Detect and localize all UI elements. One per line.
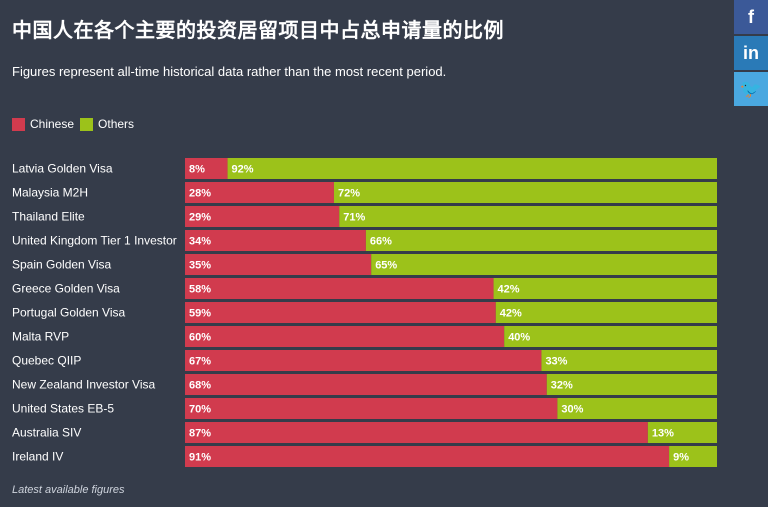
bar-others-thailand-elite [339, 206, 717, 227]
data-label-others-australia-siv: 13% [652, 428, 674, 440]
footnote: Latest available figures [12, 484, 125, 496]
bar-others-malaysia-m2h [333, 182, 717, 203]
data-label-chinese-spain-golden-visa: 35% [189, 260, 211, 272]
data-label-chinese-united-kingdom-tier-1-investor: 34% [189, 236, 211, 248]
category-label-australia-siv: Australia SIV [12, 426, 81, 440]
legend-item-chinese: Chinese [12, 117, 74, 131]
data-label-chinese-latvia-golden-visa: 8% [189, 164, 205, 176]
bar-others-portugal-golden-visa [495, 302, 717, 323]
data-label-others-malta-rvp: 40% [508, 332, 530, 344]
category-label-malta-rvp: Malta RVP [12, 330, 69, 344]
data-label-chinese-malaysia-m2h: 28% [189, 188, 211, 200]
bar-chinese-new-zealand-investor-visa [185, 374, 547, 395]
facebook-icon: f [748, 6, 754, 27]
data-label-others-ireland-iv: 9% [673, 452, 689, 464]
data-label-chinese-ireland-iv: 91% [189, 452, 211, 464]
legend-swatch-chinese [12, 117, 25, 131]
category-label-new-zealand-investor-visa: New Zealand Investor Visa [12, 378, 156, 392]
chart-subtitle: Figures represent all-time historical da… [12, 64, 447, 79]
bar-chinese-spain-golden-visa [185, 254, 372, 275]
legend-swatch-others [80, 117, 94, 131]
data-label-chinese-new-zealand-investor-visa: 68% [189, 380, 211, 392]
legend-item-others: Others [80, 117, 134, 131]
social-share-bar: f in 🐦 [734, 0, 768, 108]
category-label-quebec-qiip: Quebec QIIP [12, 354, 81, 368]
bar-chinese-malaysia-m2h [185, 182, 334, 203]
data-label-chinese-united-states-eb-5: 70% [189, 404, 211, 416]
category-label-thailand-elite: Thailand Elite [12, 210, 85, 224]
chart-legend: Chinese Others [12, 117, 140, 131]
data-label-chinese-greece-golden-visa: 58% [189, 284, 211, 296]
bar-others-new-zealand-investor-visa [546, 374, 717, 395]
bar-others-malta-rvp [504, 326, 717, 347]
linkedin-icon: in [743, 42, 759, 63]
bar-chinese-latvia-golden-visa [185, 158, 228, 179]
category-label-united-kingdom-tier-1-investor: United Kingdom Tier 1 Investor [12, 234, 177, 248]
category-label-spain-golden-visa: Spain Golden Visa [12, 258, 112, 272]
data-label-others-greece-golden-visa: 42% [498, 284, 520, 296]
bar-chinese-malta-rvp [185, 326, 505, 347]
chart-title: 中国人在各个主要的投资居留项目中占总申请量的比例 [12, 18, 504, 42]
bar-chinese-quebec-qiip [185, 350, 542, 371]
bar-others-united-states-eb-5 [557, 398, 717, 419]
data-label-chinese-quebec-qiip: 67% [189, 356, 211, 368]
category-label-greece-golden-visa: Greece Golden Visa [12, 282, 120, 296]
data-label-others-portugal-golden-visa: 42% [500, 308, 522, 320]
data-label-others-united-kingdom-tier-1-investor: 66% [370, 236, 392, 248]
data-label-chinese-portugal-golden-visa: 59% [189, 308, 211, 320]
data-label-chinese-australia-siv: 87% [189, 428, 211, 440]
category-label-latvia-golden-visa: Latvia Golden Visa [12, 162, 113, 176]
category-label-ireland-iv: Ireland IV [12, 450, 63, 464]
bar-chinese-united-states-eb-5 [185, 398, 558, 419]
data-label-others-latvia-golden-visa: 92% [232, 164, 254, 176]
bar-chinese-thailand-elite [185, 206, 340, 227]
data-label-chinese-thailand-elite: 29% [189, 212, 211, 224]
bar-chinese-portugal-golden-visa [185, 302, 496, 323]
bar-others-united-kingdom-tier-1-investor [365, 230, 717, 251]
category-label-portugal-golden-visa: Portugal Golden Visa [12, 306, 126, 320]
bar-chinese-united-kingdom-tier-1-investor [185, 230, 366, 251]
data-label-others-quebec-qiip: 33% [545, 356, 567, 368]
bar-others-spain-golden-visa [371, 254, 717, 275]
bar-others-greece-golden-visa [493, 278, 717, 299]
bar-others-latvia-golden-visa [227, 158, 717, 179]
linkedin-share-button[interactable]: in [734, 36, 768, 70]
facebook-share-button[interactable]: f [734, 0, 768, 34]
category-label-united-states-eb-5: United States EB-5 [12, 402, 114, 416]
legend-label-others: Others [98, 117, 135, 131]
data-label-chinese-malta-rvp: 60% [189, 332, 211, 344]
data-label-others-thailand-elite: 71% [343, 212, 365, 224]
category-label-malaysia-m2h: Malaysia M2H [12, 186, 88, 200]
data-label-others-malaysia-m2h: 72% [338, 188, 360, 200]
data-label-others-spain-golden-visa: 65% [375, 260, 397, 272]
data-label-others-united-states-eb-5: 30% [561, 404, 583, 416]
bar-others-quebec-qiip [541, 350, 717, 371]
bar-others-ireland-iv [669, 446, 717, 467]
bar-chinese-ireland-iv [185, 446, 670, 467]
twitter-icon: 🐦 [739, 78, 763, 99]
legend-label-chinese: Chinese [30, 117, 75, 131]
bar-others-australia-siv [647, 422, 717, 443]
data-label-others-new-zealand-investor-visa: 32% [551, 380, 573, 392]
twitter-share-button[interactable]: 🐦 [734, 72, 768, 106]
bar-chinese-australia-siv [185, 422, 648, 443]
bar-chinese-greece-golden-visa [185, 278, 494, 299]
